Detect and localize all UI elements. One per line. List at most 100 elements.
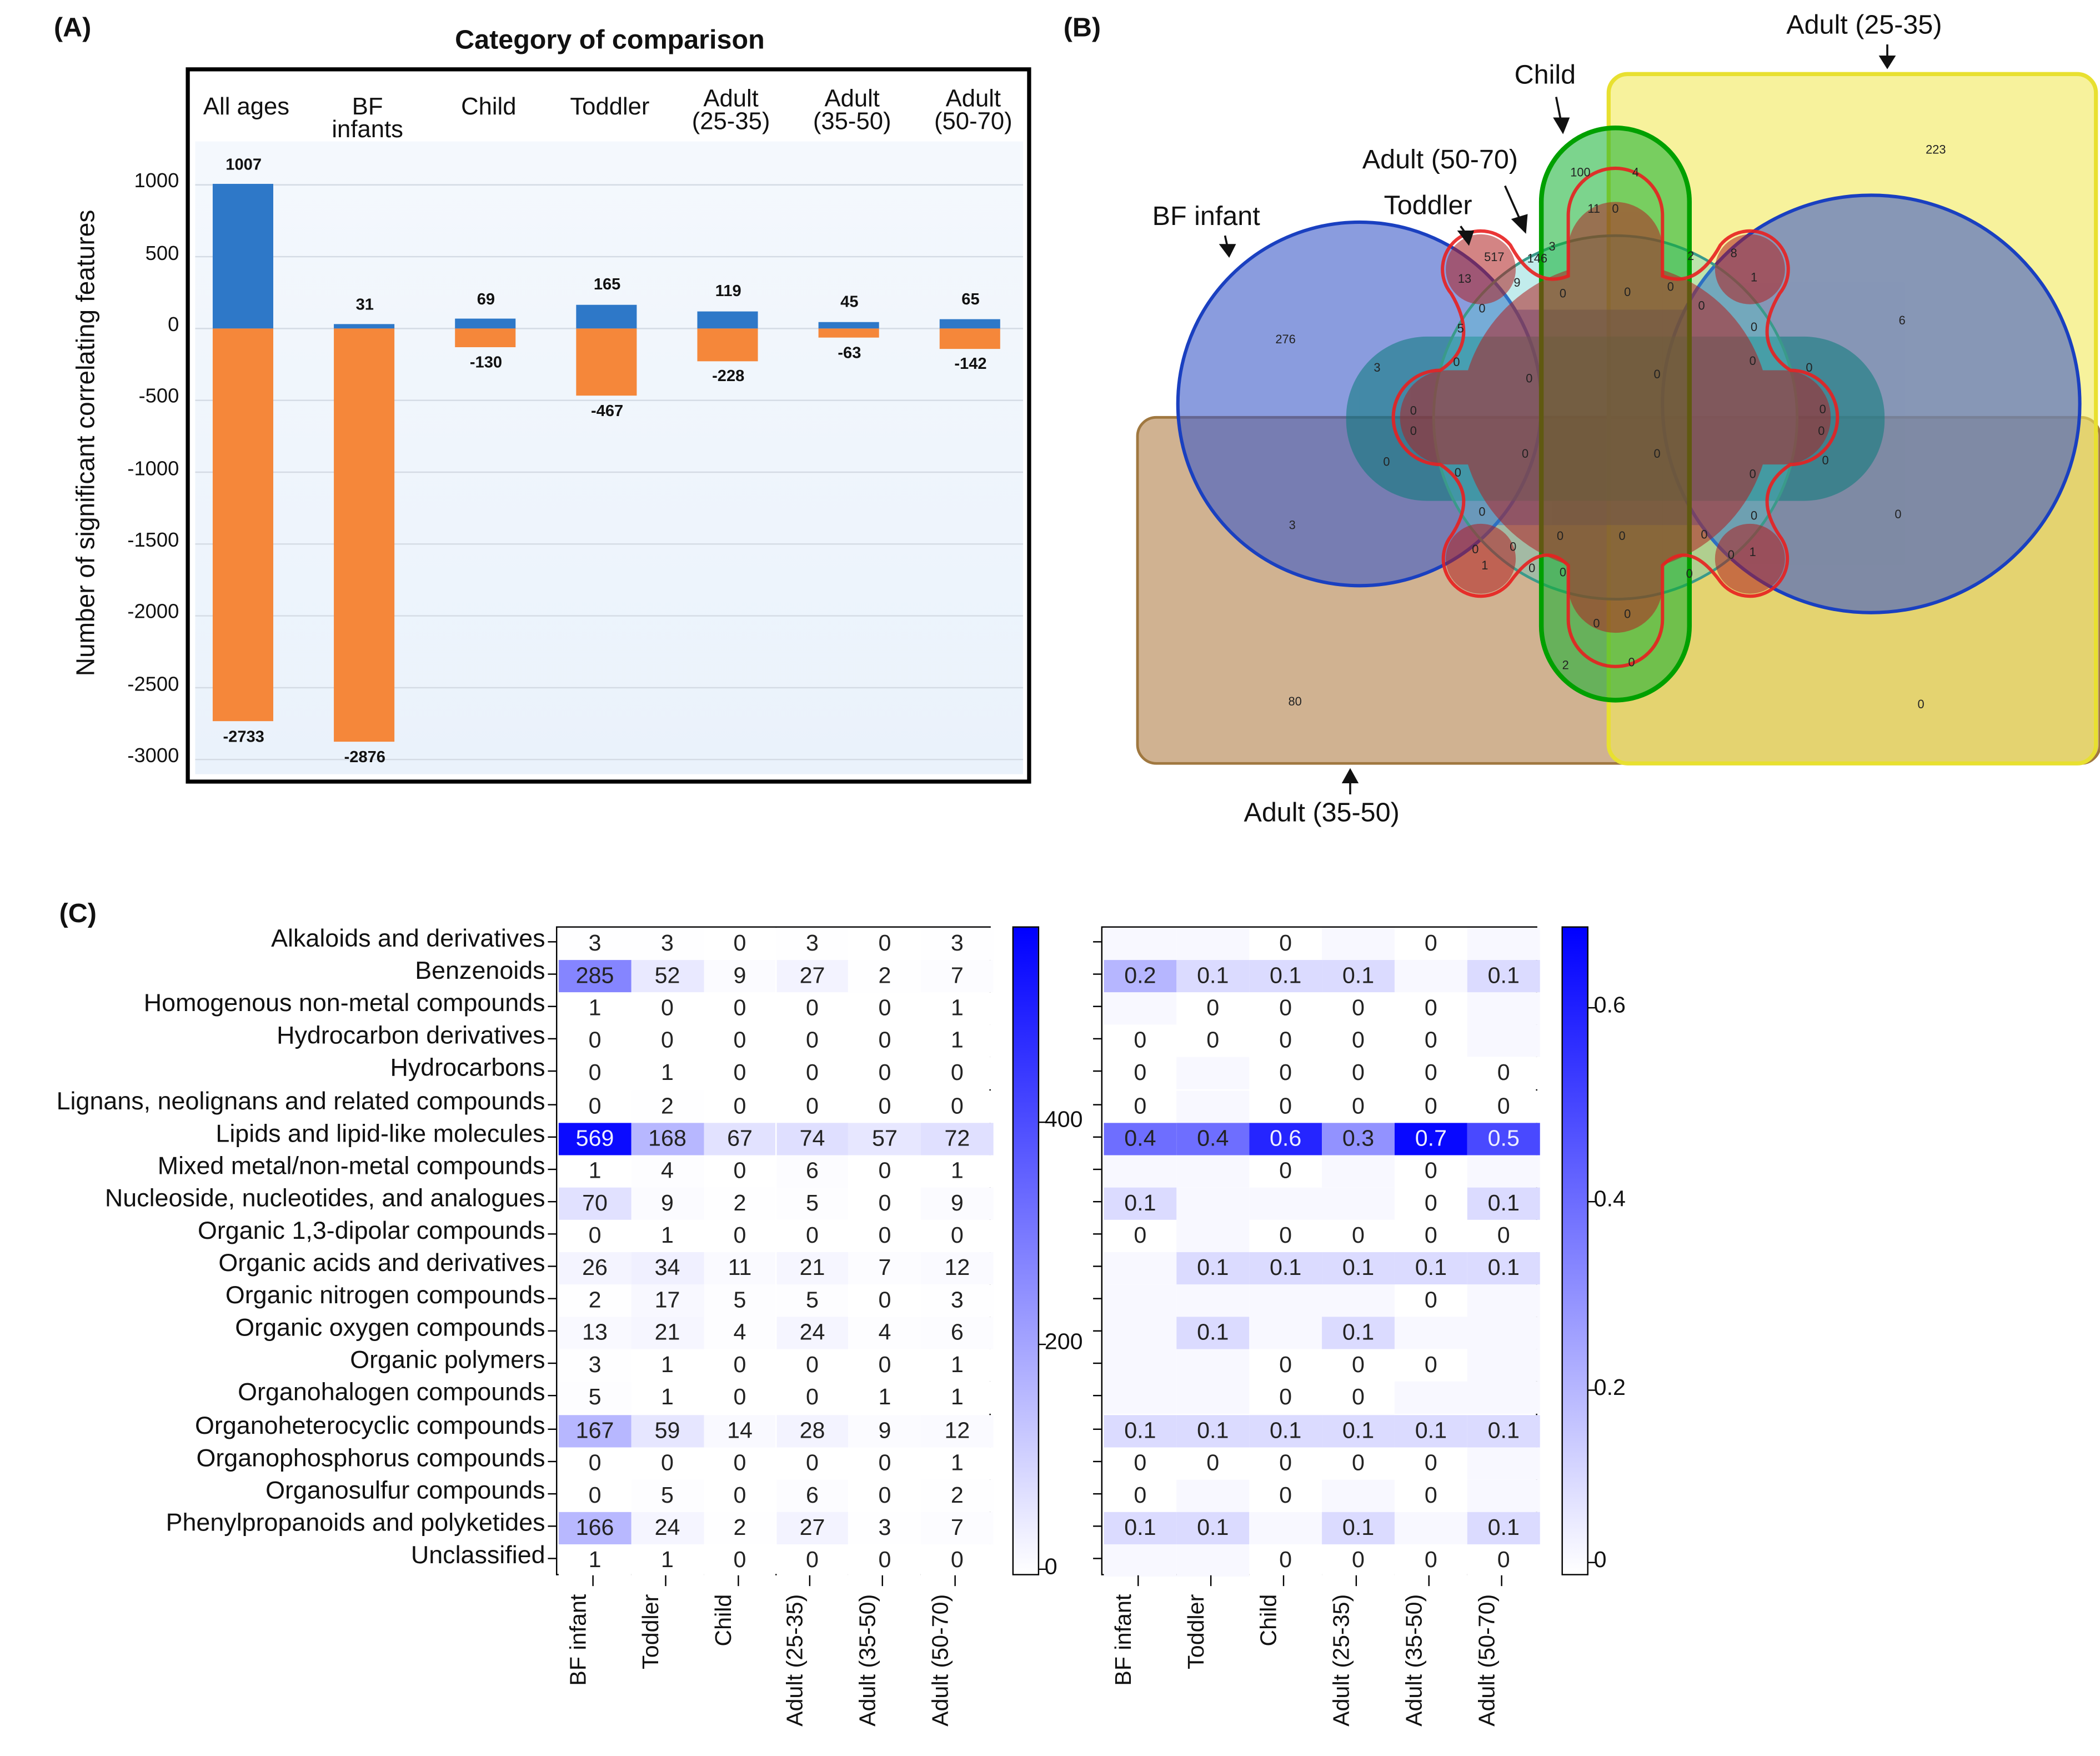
heatmap-cell: 167	[558, 1414, 631, 1447]
heatmap-cell: 0	[1104, 1057, 1177, 1090]
venn-region-count: 0	[1528, 561, 1536, 575]
col-tick	[1137, 1575, 1139, 1587]
row-tick	[548, 1265, 556, 1267]
y-tick-label: -500	[138, 386, 179, 409]
heatmap-cell: 2	[558, 1284, 631, 1317]
venn-region-count: 2	[1562, 658, 1569, 672]
row-tick	[1093, 1428, 1101, 1429]
category-label: Child	[435, 93, 543, 120]
heatmap-cell: 3	[558, 1349, 631, 1382]
row-tick	[1093, 1135, 1101, 1138]
heatmap-cell: 0	[1394, 1057, 1467, 1090]
y-tick-label: 1000	[134, 170, 179, 193]
venn-region-count: 80	[1288, 694, 1302, 708]
category-label: Toddler	[556, 93, 664, 120]
heatmap-cell: 34	[631, 1252, 704, 1285]
heatmap-cell: 0	[1249, 1544, 1322, 1577]
heatmap-cell: 0	[921, 1057, 994, 1090]
heatmap-cell: 0	[1249, 1089, 1322, 1123]
heatmap-cell: 0.1	[1104, 1414, 1177, 1447]
heatmap-cell: 0	[558, 1089, 631, 1123]
heatmap-cell	[1467, 1284, 1540, 1317]
heatmap-cell: 1	[921, 1154, 994, 1188]
heatmap-cell: 0	[1176, 992, 1250, 1025]
category-label-line: Child	[461, 93, 517, 120]
heatmap-cell: 0	[848, 1187, 921, 1220]
category-label-line: Toddler	[570, 93, 650, 120]
bar-negative	[818, 328, 879, 338]
colorbar-tick-label: 200	[1044, 1329, 1083, 1355]
heatmap-cell: 3	[921, 1284, 994, 1317]
heatmap-cell: 0	[1394, 1284, 1467, 1317]
data-label-negative: -142	[954, 354, 987, 373]
data-label-negative: -2876	[344, 747, 386, 766]
heatmap-cell: 0	[703, 1154, 776, 1188]
venn-region-count: 0	[1751, 509, 1758, 523]
heatmap-column-label: Toddler	[1183, 1594, 1209, 1669]
heatmap-column-label: BF infant	[1110, 1594, 1136, 1686]
data-label-positive: 69	[477, 289, 495, 308]
row-tick	[548, 1493, 556, 1494]
heatmap-cell: 0	[1394, 1479, 1467, 1512]
heatmap-cell: 0.2	[1104, 960, 1177, 993]
heatmap-cell: 168	[631, 1122, 704, 1155]
category-label-line: All ages	[203, 93, 290, 120]
col-tick	[1210, 1575, 1212, 1587]
bar-negative	[939, 328, 1000, 349]
heatmap-cell	[1394, 1512, 1467, 1544]
heatmap-cell	[1176, 1349, 1250, 1382]
heatmap-cell: 0	[1249, 927, 1322, 960]
panel-label-a: (A)	[53, 13, 92, 43]
heatmap-cell: 6	[776, 1479, 849, 1512]
category-label-line: (35-50)	[813, 107, 891, 135]
venn-region-count: 0	[1510, 539, 1517, 554]
category-label: Adult (50-70)	[919, 86, 1027, 133]
heatmap-cell	[1467, 927, 1540, 960]
row-tick	[548, 1557, 556, 1559]
heatmap-cell: 0	[1322, 1025, 1395, 1058]
venn-region-count: 0	[1653, 447, 1661, 461]
col-tick	[1282, 1575, 1285, 1587]
col-tick	[664, 1575, 666, 1587]
heatmap-cell: 1	[558, 1544, 631, 1577]
venn-diagram	[1136, 44, 2100, 794]
heatmap-cell: 2	[921, 1479, 994, 1512]
bar-negative	[455, 328, 516, 348]
heatmap-cell: 52	[631, 960, 704, 993]
heatmap-cell: 0	[1249, 1025, 1322, 1058]
heatmap-cell: 2	[703, 1512, 776, 1544]
bar-positive	[939, 319, 1000, 329]
heatmap-cell	[1249, 1512, 1322, 1544]
panel-label-b: (B)	[1063, 13, 1101, 43]
row-tick	[548, 1363, 556, 1364]
colorbar	[1012, 926, 1040, 1575]
col-tick	[1501, 1575, 1502, 1587]
heatmap-cell: 3	[631, 927, 704, 960]
heatmap-cell: 0	[776, 1057, 849, 1090]
heatmap-cell: 0	[1467, 1219, 1540, 1253]
heatmap-cell: 0	[1104, 1219, 1177, 1253]
heatmap-cell: 2	[703, 1187, 776, 1220]
heatmap-cell: 0	[703, 1479, 776, 1512]
heatmap-cell: 0.6	[1249, 1122, 1322, 1155]
row-tick	[548, 1525, 556, 1527]
heatmap-row-label: Organophosphorus compounds	[196, 1443, 545, 1472]
heatmap-cell: 0.4	[1104, 1122, 1177, 1155]
venn-region-count: 0	[1894, 507, 1902, 521]
row-tick	[548, 1103, 556, 1105]
heatmap-cell: 0	[558, 1479, 631, 1512]
venn-region-count: 276	[1275, 332, 1296, 346]
heatmap-cell: 0	[1322, 1447, 1395, 1479]
heatmap-cell: 1	[921, 1382, 994, 1415]
heatmap-cell: 0	[1394, 927, 1467, 960]
venn-region-count: 11	[1587, 202, 1600, 216]
heatmap-cell	[1467, 1317, 1540, 1350]
colorbar-tick-label: 0	[1593, 1547, 1607, 1573]
heatmap-cell: 21	[776, 1252, 849, 1285]
venn-region-count: 223	[1926, 142, 1946, 157]
heatmap-cell: 0	[631, 1447, 704, 1479]
heatmap-cell: 0	[558, 1057, 631, 1090]
heatmap-cell	[1104, 1349, 1177, 1382]
heatmap-cell	[1467, 1349, 1540, 1382]
venn-region-count: 5	[1457, 322, 1464, 336]
